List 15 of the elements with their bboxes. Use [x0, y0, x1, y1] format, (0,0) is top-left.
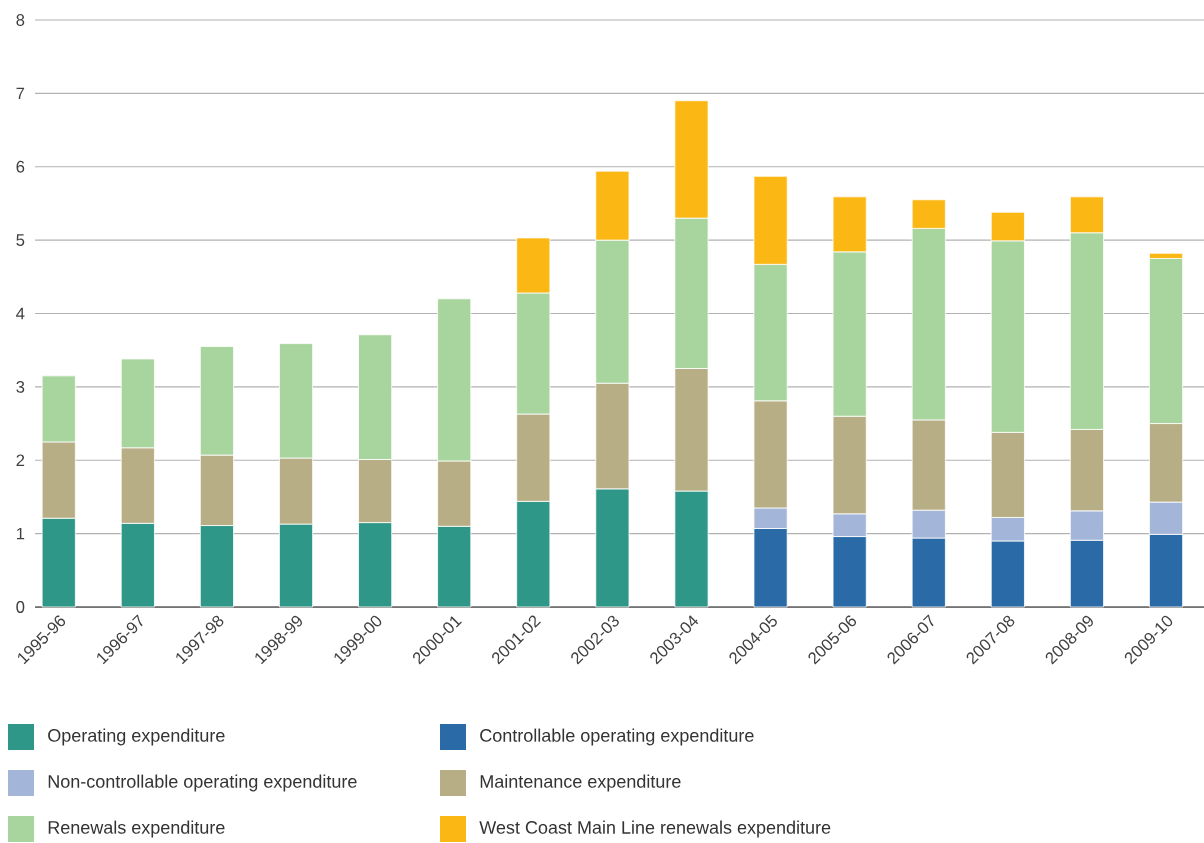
legend-label: Controllable operating expenditure — [480, 728, 754, 746]
y-tick-label: 3 — [16, 380, 25, 393]
y-tick-label: 5 — [16, 234, 25, 246]
legend-label: Non-controllable operating expenditure — [48, 774, 357, 792]
y-tick-label: 1 — [16, 527, 25, 540]
y-tick-label: 7 — [16, 87, 25, 100]
legend-label: Renewals expenditure — [48, 820, 225, 838]
y-tick-label: 2 — [16, 454, 25, 467]
y-tick-label: 6 — [16, 160, 25, 173]
legend-label: Operating expenditure — [48, 728, 225, 746]
legend-label: Maintenance expenditure — [480, 774, 681, 792]
y-tick-label: 0 — [16, 601, 25, 613]
y-tick-label: 8 — [16, 14, 25, 26]
y-tick-label: 4 — [16, 307, 25, 320]
legend-label: West Coast Main Line renewals expenditure — [479, 820, 831, 838]
